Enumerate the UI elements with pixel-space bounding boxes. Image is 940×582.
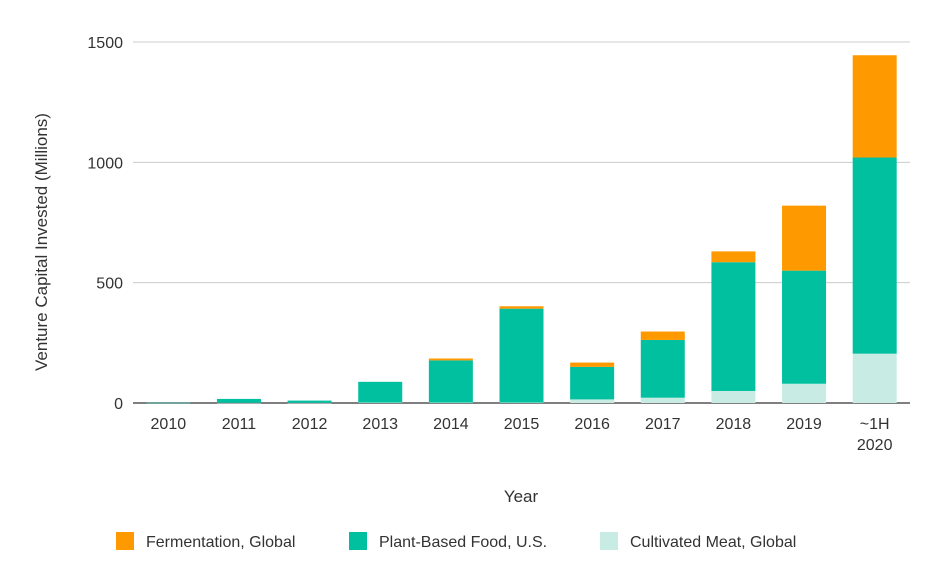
- x-tick-label: 2011: [222, 416, 257, 433]
- bar-segment: [287, 400, 332, 403]
- legend-label: Cultivated Meat, Global: [630, 534, 796, 551]
- y-tick-label: 1500: [87, 35, 123, 52]
- bar-segment: [570, 399, 615, 403]
- x-tick-label: 2010: [151, 416, 187, 433]
- bar-segment: [782, 270, 827, 384]
- bar-segment: [711, 262, 756, 391]
- x-axis-title: Year: [504, 487, 539, 506]
- bar-segment: [499, 308, 544, 403]
- bar-segment: [358, 381, 403, 403]
- y-tick-label: 0: [114, 396, 123, 413]
- bar-segment: [852, 55, 897, 158]
- bar-segment: [852, 353, 897, 403]
- bar-segment: [428, 402, 473, 404]
- legend-swatch: [600, 532, 618, 550]
- bar-segment: [428, 360, 473, 403]
- legend-label: Fermentation, Global: [146, 534, 295, 551]
- y-tick-label: 1000: [87, 155, 123, 172]
- bar-segment: [570, 366, 615, 400]
- x-tick-label: ~1H 2020: [857, 416, 893, 454]
- bars: [146, 55, 897, 404]
- bar-segment: [640, 397, 685, 403]
- x-tick-label: 2012: [292, 416, 328, 433]
- x-tick-label: 2018: [716, 416, 752, 433]
- legend-swatch: [116, 532, 134, 550]
- bar-segment: [782, 383, 827, 403]
- x-tick-label: 2019: [786, 416, 822, 433]
- bar-segment: [499, 402, 544, 404]
- y-axis-title: Venture Capital Invested (Millions): [32, 113, 51, 371]
- x-tick-label: 2017: [645, 416, 681, 433]
- bar-segment: [358, 402, 403, 404]
- legend: Fermentation, Global Plant-Based Food, U.…: [116, 532, 796, 551]
- bar-segment: [146, 402, 191, 404]
- bar-segment: [216, 402, 261, 404]
- bar-segment: [499, 306, 544, 309]
- bar-segment: [782, 205, 827, 271]
- axes: 0 500 1000 1500 2010 2011 2012 2013 2014 2015 2016…: [87, 35, 892, 454]
- x-tick-label: 2016: [574, 416, 610, 433]
- bar-segment: [287, 402, 332, 404]
- x-tick-label: 2013: [362, 416, 398, 433]
- legend-label: Plant-Based Food, U.S.: [379, 534, 547, 551]
- bar-segment: [640, 331, 685, 340]
- y-tick-label: 500: [96, 276, 123, 293]
- x-tick-label: 2014: [433, 416, 469, 433]
- bar-segment: [640, 339, 685, 398]
- bar-segment: [852, 157, 897, 354]
- bar-segment: [711, 390, 756, 403]
- bar-segment: [570, 362, 615, 367]
- bar-segment: [216, 398, 261, 403]
- bar-segment: [428, 358, 473, 361]
- bar-segment: [711, 251, 756, 263]
- legend-swatch: [349, 532, 367, 550]
- x-tick-label: 2015: [504, 416, 540, 433]
